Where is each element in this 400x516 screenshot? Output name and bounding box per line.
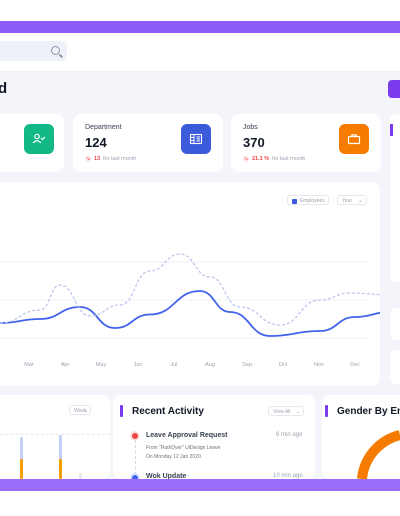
section-title: Recent Activity — [132, 406, 204, 417]
x-tick-label: Dec — [350, 362, 360, 368]
activity-title[interactable]: Wok Update — [146, 473, 187, 480]
activity-dot — [132, 433, 138, 439]
activity-dot — [132, 475, 138, 481]
top-header — [0, 33, 400, 72]
stat-change-value: 21.1 % — [252, 156, 270, 162]
section-title: Gender By En — [337, 406, 400, 417]
bar-mark — [59, 459, 62, 479]
x-tick-label: Mar — [24, 362, 34, 368]
period-label: Year — [342, 198, 353, 204]
stat-change-value: 13 — [94, 156, 101, 162]
grid-line — [0, 434, 110, 435]
stat-title: Jobs — [243, 124, 258, 131]
chart-period-select[interactable]: Year ⌄ — [337, 195, 367, 205]
legend-swatch — [292, 198, 297, 204]
side-panel-middle — [390, 308, 400, 340]
x-tick-label: Apr — [60, 362, 70, 368]
recent-activity-card: Recent Activity View All ⌄ Leave Approva… — [113, 395, 315, 481]
stat-title: Department — [85, 124, 122, 131]
stat-card-employees — [0, 114, 64, 172]
x-tick-label: Jun — [133, 362, 143, 368]
search-input[interactable] — [0, 41, 67, 61]
chevron-down-icon: ⌄ — [83, 408, 88, 414]
bar-mark — [59, 435, 62, 479]
top-accent-bar — [0, 21, 400, 33]
chart-legend[interactable]: Employees — [287, 195, 329, 205]
x-tick-label: Sep — [242, 362, 252, 368]
activity-view-select[interactable]: View All ⌄ — [268, 406, 304, 416]
employee-chart-card — [0, 182, 380, 386]
activity-time: 10 min ago — [273, 473, 303, 479]
section-accent — [325, 405, 328, 417]
x-tick-label: May — [95, 362, 107, 368]
x-tick-label: Jul — [170, 362, 178, 368]
page-title: d — [0, 80, 8, 97]
activity-detail: From "RuthDyer" UiDesign Leave — [146, 445, 221, 451]
gender-donut — [357, 430, 400, 479]
bottom-accent-bar — [0, 479, 400, 491]
section-accent — [120, 405, 123, 417]
chevron-down-icon: ⌄ — [357, 198, 363, 204]
chevron-down-icon: ⌄ — [295, 409, 300, 415]
stat-value: 370 — [243, 135, 265, 150]
bar-mark — [79, 473, 82, 479]
stat-change-label: for last month — [272, 156, 306, 162]
trend-down-icon: ↘ — [243, 156, 249, 162]
bar-mark — [20, 459, 23, 479]
stat-change: ↘ 21.1 % for last month — [243, 156, 305, 162]
stat-value: 124 — [85, 135, 107, 150]
primary-action-button[interactable] — [388, 80, 400, 98]
gender-card: Gender By En — [322, 395, 400, 479]
side-panel-top — [390, 114, 400, 282]
bar-widget-select[interactable]: Week ⌄ — [69, 405, 91, 415]
timeline-line — [135, 440, 136, 480]
x-tick-label: Aug — [205, 362, 215, 368]
legend-label: Employees — [300, 198, 325, 204]
x-tick-label: Oct — [278, 362, 288, 368]
x-tick-label: Nov — [314, 362, 324, 368]
line-chart — [0, 253, 380, 339]
stat-card-department: Department 124 ↘ 13 for last month — [73, 114, 223, 172]
trend-down-icon: ↘ — [85, 156, 91, 162]
activity-detail: On Monday 12 Jan 2020. — [146, 454, 203, 460]
user-check-icon — [24, 124, 54, 154]
stat-card-jobs: Jobs 370 ↘ 21.1 % for last month — [231, 114, 381, 172]
activity-title[interactable]: Leave Approval Request — [146, 432, 228, 439]
side-panel-bottom — [390, 350, 400, 384]
bar-mark — [20, 437, 23, 479]
search-icon[interactable] — [51, 46, 60, 55]
series-line-dashed — [0, 253, 380, 326]
activity-time: 6 min ago — [276, 432, 303, 438]
stat-change-label: for last month — [103, 156, 137, 162]
series-line-employees — [0, 290, 380, 337]
building-icon — [181, 124, 211, 154]
briefcase-icon — [339, 124, 369, 154]
stat-change: ↘ 13 for last month — [85, 156, 136, 162]
bar-widget-card: Week ⌄ — [0, 395, 110, 479]
select-label: View All — [273, 409, 291, 415]
select-label: Week — [74, 408, 87, 414]
